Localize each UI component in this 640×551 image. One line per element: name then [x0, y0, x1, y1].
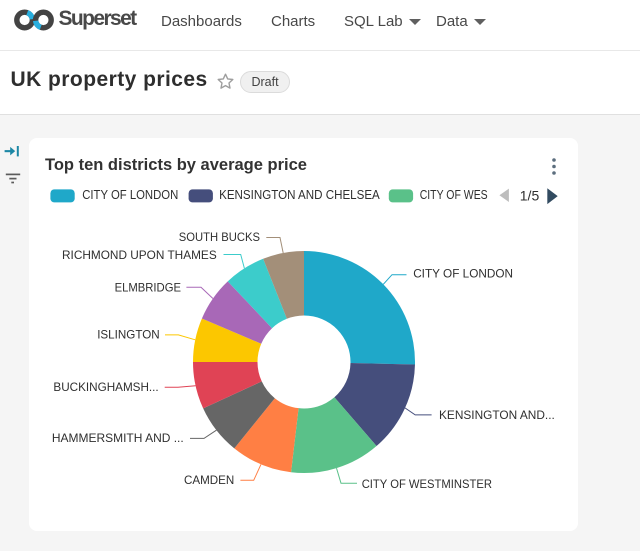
svg-text:HAMMERSMITH AND ...: HAMMERSMITH AND ... [52, 431, 184, 445]
svg-text:CITY OF WES: CITY OF WES [420, 188, 488, 202]
svg-text:ISLINGTON: ISLINGTON [97, 328, 160, 342]
svg-text:RICHMOND UPON THAMES: RICHMOND UPON THAMES [62, 248, 217, 262]
svg-text:CAMDEN: CAMDEN [184, 473, 234, 487]
svg-text:BUCKINGHAMSH...: BUCKINGHAMSH... [53, 380, 158, 394]
svg-text:CITY OF LONDON: CITY OF LONDON [82, 188, 178, 202]
svg-text:ELMBRIDGE: ELMBRIDGE [115, 281, 181, 295]
svg-text:KENSINGTON AND...: KENSINGTON AND... [439, 408, 555, 422]
svg-text:SOUTH BUCKS: SOUTH BUCKS [179, 230, 260, 244]
svg-text:CITY OF WESTMINSTER: CITY OF WESTMINSTER [362, 477, 493, 491]
svg-text:CITY OF LONDON: CITY OF LONDON [413, 267, 513, 281]
svg-text:KENSINGTON AND CHELSEA: KENSINGTON AND CHELSEA [219, 188, 380, 202]
svg-text:1/5: 1/5 [520, 187, 540, 203]
